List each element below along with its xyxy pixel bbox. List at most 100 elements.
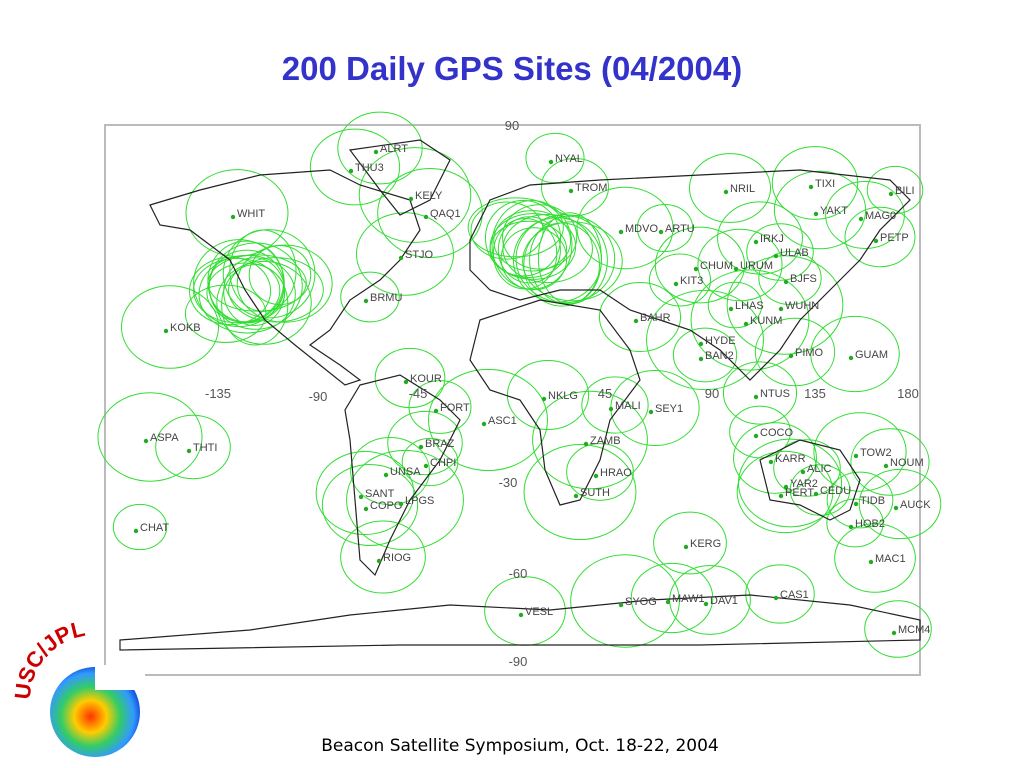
coverage-circle bbox=[754, 317, 836, 387]
site-label: MAG0 bbox=[865, 210, 896, 222]
site-label: BJFS bbox=[790, 273, 817, 285]
coverage-circle bbox=[523, 443, 637, 541]
site-dot bbox=[423, 463, 429, 469]
site-dot bbox=[808, 184, 814, 190]
site-dot bbox=[703, 601, 709, 607]
coverage-circles bbox=[97, 111, 942, 658]
graticule-label: 90 bbox=[505, 118, 519, 133]
coverage-circle bbox=[771, 146, 859, 220]
site-label: FORT bbox=[440, 402, 470, 414]
coverage-circle bbox=[654, 226, 746, 304]
site-label: ULAB bbox=[780, 247, 809, 259]
site-label: KOUR bbox=[410, 373, 442, 385]
coverage-circle bbox=[248, 245, 312, 306]
site-label: CHPI bbox=[430, 457, 456, 469]
map-frame bbox=[104, 124, 921, 676]
coverage-circle bbox=[648, 253, 712, 307]
coverage-circle bbox=[532, 390, 648, 490]
coverage-circle bbox=[672, 327, 738, 383]
greenland bbox=[348, 139, 451, 216]
site-label: PERT bbox=[785, 487, 814, 499]
site-label: KELY bbox=[415, 190, 443, 202]
site-label: HOB2 bbox=[855, 518, 885, 530]
coverage-circle bbox=[736, 450, 834, 534]
site-dot bbox=[230, 214, 236, 220]
site-label: BRMU bbox=[370, 292, 402, 304]
site-dot bbox=[778, 493, 784, 499]
site-label: TIXI bbox=[815, 178, 835, 190]
site-label: RIOG bbox=[383, 552, 411, 564]
site-label: MAW1 bbox=[672, 593, 705, 605]
australia bbox=[759, 439, 861, 521]
graticule-labels: 90 -135 -90 -45 45 90 135 180 -30 -60 -90 bbox=[205, 118, 919, 669]
site-dot bbox=[665, 599, 671, 605]
coverage-circle bbox=[470, 201, 544, 260]
site-dot bbox=[853, 501, 859, 507]
coverage-circle bbox=[515, 214, 616, 304]
site-label: KIT3 bbox=[680, 275, 703, 287]
coverage-circle bbox=[309, 128, 401, 206]
title: 200 Daily GPS Sites (04/2004) bbox=[282, 50, 742, 87]
coverage-circle bbox=[581, 376, 649, 434]
coverage-circle bbox=[401, 437, 459, 487]
site-dot bbox=[373, 149, 379, 155]
site-dot bbox=[783, 484, 789, 490]
coverage-circle bbox=[826, 498, 884, 548]
site-dot bbox=[728, 306, 734, 312]
site-dot bbox=[883, 463, 889, 469]
coverage-circle bbox=[726, 255, 844, 355]
coverage-circle bbox=[358, 147, 472, 243]
coverage-circle bbox=[669, 565, 751, 635]
coverage-circle bbox=[377, 168, 483, 258]
site-label: BRAZ bbox=[425, 438, 455, 450]
coverage-circle bbox=[722, 361, 798, 425]
site-label: HYDE bbox=[705, 335, 736, 347]
coverage-circle bbox=[646, 289, 764, 391]
site-dot bbox=[481, 421, 487, 427]
coverage-circle bbox=[198, 254, 296, 334]
site-dot bbox=[403, 379, 409, 385]
site-label: COCO bbox=[760, 427, 793, 439]
coastlines bbox=[119, 139, 921, 651]
site-dot bbox=[778, 306, 784, 312]
coverage-circle bbox=[630, 562, 714, 634]
site-dot bbox=[573, 493, 579, 499]
site-dot bbox=[723, 189, 729, 195]
graticule-label: -30 bbox=[499, 475, 518, 490]
site-dot bbox=[518, 612, 524, 618]
site-label: ALIC bbox=[807, 463, 832, 475]
site-label: CHUM bbox=[700, 260, 733, 272]
site-dot bbox=[683, 544, 689, 550]
site-label: ASPA bbox=[150, 432, 179, 444]
site-dot bbox=[186, 448, 192, 454]
site-label: MDVO bbox=[625, 223, 658, 235]
coverage-circle bbox=[491, 200, 573, 290]
site-dot bbox=[363, 298, 369, 304]
site-label: MALI bbox=[615, 400, 641, 412]
coverage-circle bbox=[228, 257, 324, 323]
site-dot bbox=[398, 255, 404, 261]
coverage-circle bbox=[346, 449, 464, 551]
site-label: ALRT bbox=[380, 143, 408, 155]
site-label: TIDB bbox=[860, 495, 885, 507]
coverage-circle bbox=[408, 380, 472, 434]
site-label: NOUM bbox=[890, 457, 924, 469]
site-dot bbox=[408, 196, 414, 202]
coverage-circle bbox=[222, 229, 316, 319]
site-dot bbox=[858, 216, 864, 222]
site-label: NTUS bbox=[760, 388, 790, 400]
site-label: LHAS bbox=[735, 300, 764, 312]
site-dot bbox=[698, 341, 704, 347]
site-label: TROM bbox=[575, 182, 607, 194]
site-label: SYOG bbox=[625, 596, 657, 608]
antarctica bbox=[119, 594, 921, 651]
coverage-circle bbox=[112, 503, 168, 551]
coverage-circle bbox=[522, 221, 623, 302]
site-label: HRAO bbox=[600, 467, 632, 479]
site-label: YAR2 bbox=[790, 478, 818, 490]
site-label: TOW2 bbox=[860, 447, 892, 459]
coverage-circle bbox=[529, 215, 608, 305]
coverage-circle bbox=[826, 471, 894, 529]
site-label: WUHN bbox=[785, 300, 819, 312]
site-dot bbox=[783, 279, 789, 285]
